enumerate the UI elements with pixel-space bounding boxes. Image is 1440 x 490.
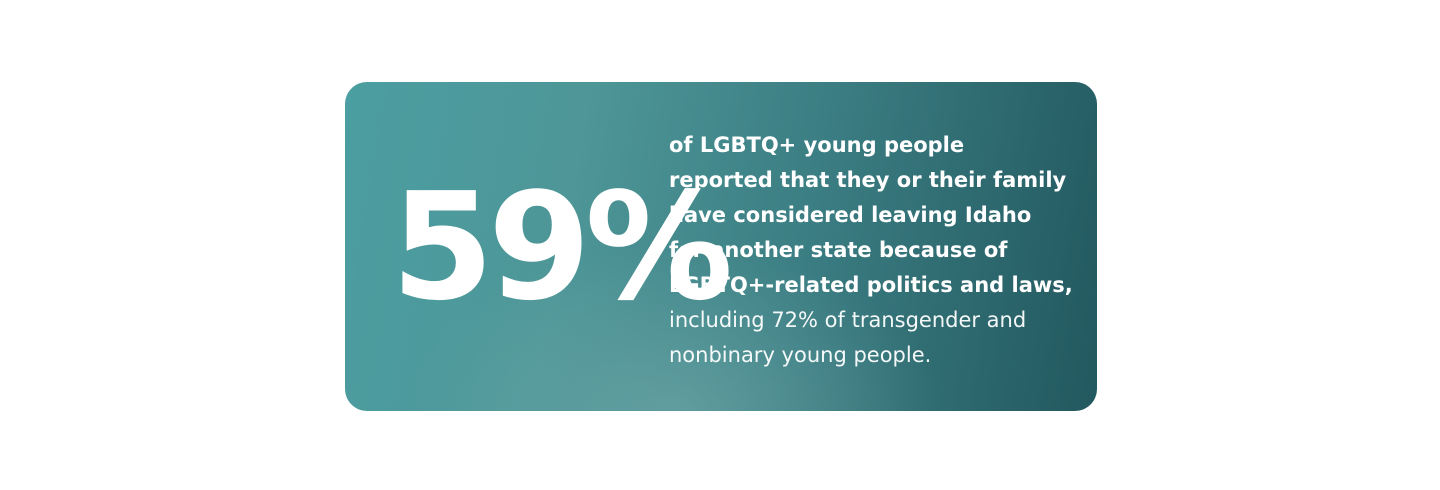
emphasis-line: LGBTQ+-related politics and laws, xyxy=(669,273,1073,297)
text-line: including 72% of transgender and xyxy=(669,308,1027,332)
stat-card: 59% of LGBTQ+ young people reported that … xyxy=(345,82,1097,411)
stat-description: of LGBTQ+ young people reported that they… xyxy=(669,128,1073,373)
emphasis-line: of LGBTQ+ young people xyxy=(669,133,965,157)
emphasis-line: reported that they or their family xyxy=(669,168,1067,192)
emphasis-line: have considered leaving Idaho xyxy=(669,203,1032,227)
emphasis-line: for another state because of xyxy=(669,238,1008,262)
stat-value: 59% xyxy=(391,161,733,333)
text-line: nonbinary young people. xyxy=(669,343,932,367)
